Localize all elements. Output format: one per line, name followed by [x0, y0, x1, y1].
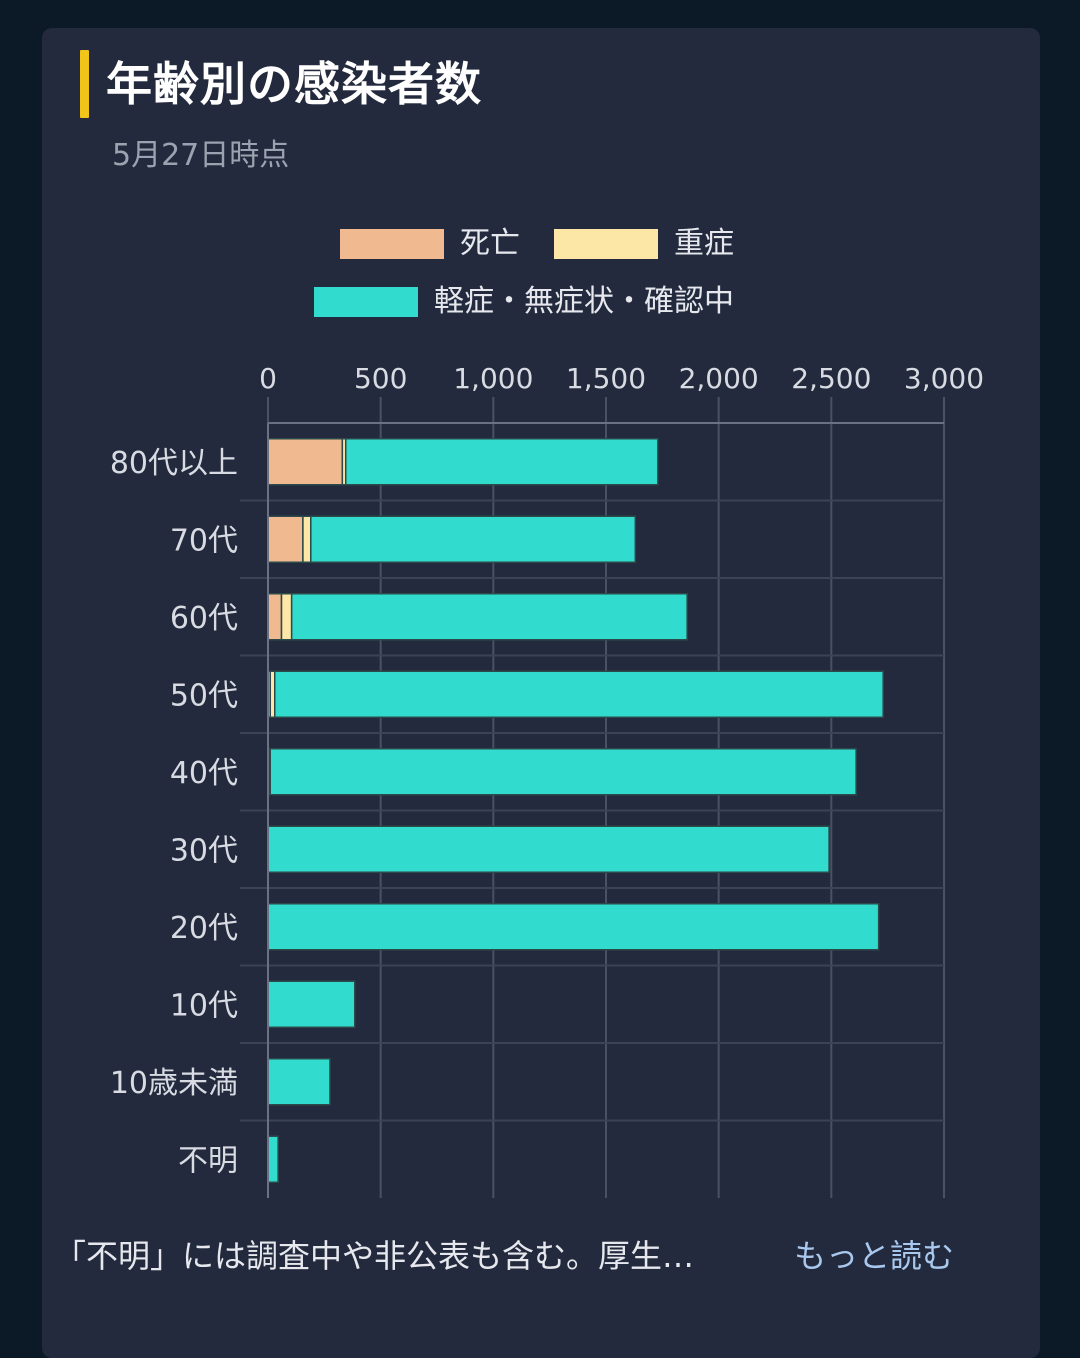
bar-segment	[267, 903, 880, 951]
footnote: 「不明」には調査中や非公表も含む。厚生…	[54, 1237, 695, 1275]
title-accent-bar	[80, 50, 89, 118]
x-tick-label: 2,500	[791, 362, 871, 395]
y-category-label: 60代	[170, 601, 238, 636]
bar-segment	[269, 748, 857, 796]
legend-item-mild[interactable]: 軽症・無症状・確認中	[314, 282, 734, 322]
legend-swatch-death	[340, 229, 444, 259]
page-subtitle: 5月27日時点	[112, 138, 290, 173]
x-tick-label: 1,000	[453, 362, 533, 395]
bar-segment	[267, 1135, 279, 1183]
bar-segment	[290, 593, 688, 641]
x-tick-label: 2,000	[679, 362, 759, 395]
legend-swatch-severe	[554, 229, 658, 259]
bar-segment	[267, 1058, 331, 1106]
legend-label-mild: 軽症・無症状・確認中	[434, 284, 734, 319]
bar-segment	[280, 593, 293, 641]
bar-segment	[267, 980, 356, 1028]
page-title: 年齢別の感染者数	[106, 57, 482, 111]
bar-segment	[267, 825, 830, 873]
footer: 「不明」には調査中や非公表も含む。厚生… もっと読む	[54, 1232, 954, 1280]
legend-item-death[interactable]: 死亡	[340, 224, 520, 264]
y-category-label: 80代以上	[110, 446, 238, 481]
y-category-label: 40代	[170, 756, 238, 791]
x-tick-label: 3,000	[904, 362, 984, 395]
bar-segment	[302, 515, 312, 563]
y-category-label: 50代	[170, 678, 238, 713]
x-tick-label: 0	[259, 362, 277, 395]
legend-label-severe: 重症	[674, 226, 734, 261]
y-category-label: 不明	[178, 1143, 238, 1178]
y-category-label: 70代	[170, 523, 238, 558]
bar-segment	[267, 515, 304, 563]
y-category-label: 20代	[170, 911, 238, 946]
read-more-link[interactable]: もっと読む	[793, 1237, 954, 1275]
y-category-label: 10歳未満	[110, 1066, 238, 1101]
x-tick-label: 1,500	[566, 362, 646, 395]
y-category-label: 10代	[170, 988, 238, 1023]
bar-segment	[267, 438, 344, 486]
bar-segment	[267, 593, 283, 641]
legend-label-death: 死亡	[460, 226, 520, 261]
y-category-label: 30代	[170, 833, 238, 868]
bar-segment	[344, 438, 659, 486]
x-tick-label: 500	[354, 362, 407, 395]
bar-segment	[310, 515, 637, 563]
bar-segment	[274, 670, 884, 718]
legend-item-severe[interactable]: 重症	[554, 224, 734, 264]
legend-swatch-mild	[314, 287, 418, 317]
